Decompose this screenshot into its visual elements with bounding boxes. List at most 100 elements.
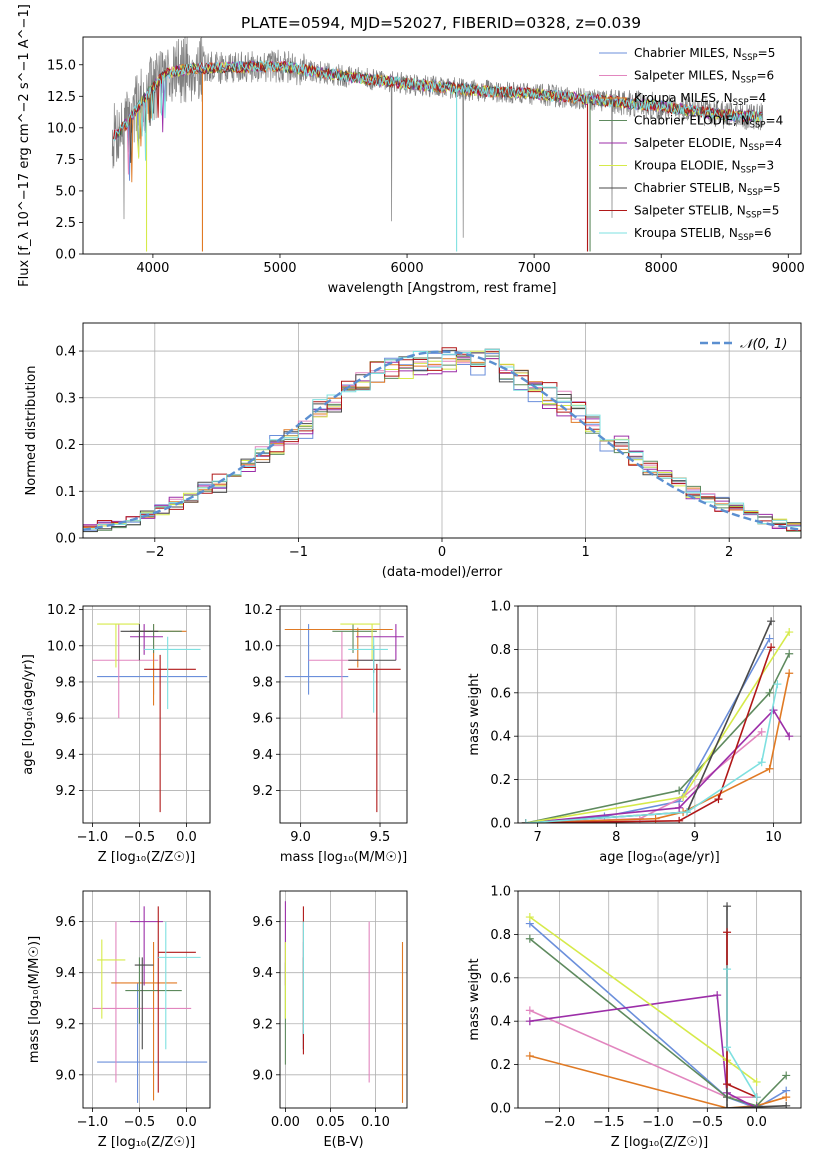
x-tick-label: 10 bbox=[765, 830, 782, 845]
x-axis-label: Z [log₁₀(Z/Z☉)] bbox=[98, 1135, 195, 1150]
legend-entry: Chabrier MILES, NSSP=5 bbox=[634, 46, 775, 63]
weight-marker bbox=[723, 902, 732, 911]
y-tick-label: 0.2 bbox=[490, 1058, 511, 1073]
y-tick-label: 1.0 bbox=[490, 885, 511, 900]
y-axis-label: mass weight bbox=[467, 958, 482, 1040]
weight-marker bbox=[767, 617, 776, 626]
weight-marker bbox=[723, 928, 732, 937]
y-tick-label: 10.0 bbox=[244, 639, 273, 654]
plot-area bbox=[284, 623, 404, 813]
weight-marker bbox=[525, 913, 534, 922]
y-tick-label: 2.5 bbox=[55, 216, 76, 231]
y-tick-label: 9.6 bbox=[55, 712, 76, 727]
x-axis-label: Z [log₁₀(Z/Z☉)] bbox=[98, 850, 195, 865]
plot-area bbox=[92, 623, 208, 813]
weight-line bbox=[525, 620, 772, 823]
weight-marker bbox=[782, 1071, 791, 1080]
legend-entry: Chabrier ELODIE, NSSP=4 bbox=[634, 114, 783, 131]
y-axis-label: Normed distribution bbox=[24, 366, 39, 496]
weight-marker bbox=[782, 1101, 791, 1108]
weight-marker bbox=[521, 819, 530, 823]
axes-frame bbox=[517, 890, 802, 1109]
y-tick-label: 5.0 bbox=[55, 184, 76, 199]
y-tick-label: 9.4 bbox=[55, 748, 76, 763]
y-tick-label: 9.4 bbox=[252, 966, 273, 981]
x-tick-label: 0.0 bbox=[176, 1115, 197, 1130]
weight-marker bbox=[675, 786, 684, 795]
y-tick-label: 9.2 bbox=[55, 1017, 76, 1032]
y-tick-label: 7.5 bbox=[55, 153, 76, 168]
y-tick-label: 1.0 bbox=[490, 600, 511, 615]
x-tick-label: 9.5 bbox=[370, 830, 391, 845]
weight-line bbox=[529, 938, 787, 1107]
y-tick-label: 9.0 bbox=[252, 1068, 273, 1083]
y-axis-label: age [log₁₀(age/yr)] bbox=[21, 654, 36, 775]
x-tick-label: −2.0 bbox=[544, 1115, 576, 1130]
y-tick-label: 0.6 bbox=[490, 686, 511, 701]
weight-marker bbox=[714, 795, 723, 804]
x-tick-label: −0.5 bbox=[124, 1115, 156, 1130]
legend: 𝒩(0, 1) bbox=[700, 337, 787, 352]
y-tick-label: 0.0 bbox=[490, 817, 511, 832]
plot-area bbox=[111, 37, 764, 252]
legend-entry: Kroupa STELIB, NSSP=6 bbox=[634, 226, 772, 243]
y-tick-label: 9.6 bbox=[55, 915, 76, 930]
residuals-panel: −2 −1 0 1 2 0.0 0.1 0.2 0.3 0.4 (data-model)/error… bbox=[24, 322, 802, 580]
y-tick-label: 0.1 bbox=[55, 485, 76, 500]
x-axis-label: E(B-V) bbox=[323, 1135, 363, 1150]
normal-curve bbox=[83, 350, 801, 531]
weight-line bbox=[525, 653, 790, 823]
x-tick-label: 0 bbox=[438, 545, 446, 560]
axes-frame bbox=[82, 890, 211, 1109]
y-tick-label: 0.3 bbox=[55, 391, 76, 406]
x-tick-label: 0.0 bbox=[176, 830, 197, 845]
y-axis-label: mass [log₁₀(M/M☉)] bbox=[27, 936, 42, 1063]
weight-line bbox=[525, 683, 779, 823]
weight-marker bbox=[723, 1080, 732, 1089]
y-tick-label: 9.4 bbox=[252, 748, 273, 763]
x-tick-label: −1.5 bbox=[593, 1115, 625, 1130]
weight-marker bbox=[785, 732, 794, 741]
x-tick-label: 8000 bbox=[645, 261, 678, 276]
legend-entry: 𝒩(0, 1) bbox=[740, 337, 787, 352]
y-axis-label: Flux [f_λ 10^−17 erg cm^−2 s^−1 A^−1] bbox=[17, 4, 32, 287]
x-tick-label: −2 bbox=[145, 545, 164, 560]
y-tick-label: 9.2 bbox=[252, 784, 273, 799]
y-tick-label: 12.5 bbox=[47, 90, 76, 105]
weight_vs_Z-panel: −2.0 −1.5 −1.0 −0.5 0.0 0.0 0.2 0.4 0.6 0.8 1.0 Z [… bbox=[467, 885, 802, 1150]
model-spectrum bbox=[113, 59, 763, 161]
y-tick-label: 15.0 bbox=[47, 58, 76, 73]
plot-area bbox=[284, 901, 404, 1103]
plot-area bbox=[521, 617, 794, 823]
weight-marker bbox=[723, 1043, 732, 1052]
y-tick-label: 10.0 bbox=[47, 121, 76, 136]
x-tick-label: −1.0 bbox=[77, 830, 109, 845]
weight-line bbox=[529, 922, 787, 1108]
y-axis-label: mass weight bbox=[467, 673, 482, 755]
y-tick-label: 9.8 bbox=[55, 675, 76, 690]
x-tick-label: 9.0 bbox=[290, 830, 311, 845]
y-tick-label: 0.0 bbox=[55, 532, 76, 547]
weight-marker bbox=[713, 991, 722, 1000]
axes-frame bbox=[279, 890, 408, 1109]
weight-marker bbox=[675, 803, 684, 812]
weight-marker bbox=[723, 965, 732, 974]
weight-marker bbox=[723, 1104, 732, 1108]
axes-frame bbox=[82, 605, 211, 824]
weight-marker bbox=[785, 628, 794, 637]
legend-entry: Salpeter STELIB, NSSP=5 bbox=[634, 204, 779, 221]
weight-line bbox=[525, 646, 772, 823]
axes-frame bbox=[279, 605, 408, 824]
y-tick-label: 9.4 bbox=[55, 966, 76, 981]
legend-entry: Chabrier STELIB, NSSP=5 bbox=[634, 181, 781, 198]
weight-marker bbox=[785, 649, 794, 658]
chart-title: PLATE=0594, MJD=52027, FIBERID=0328, z=0… bbox=[241, 14, 641, 32]
legend-entry: Salpeter ELODIE, NSSP=4 bbox=[634, 136, 782, 153]
y-tick-label: 9.0 bbox=[55, 1068, 76, 1083]
weight-marker bbox=[525, 1017, 534, 1026]
weight-marker bbox=[767, 643, 776, 652]
x-tick-label: 0.00 bbox=[271, 1115, 300, 1130]
x-tick-label: 0.05 bbox=[316, 1115, 345, 1130]
plot-area bbox=[83, 347, 801, 533]
